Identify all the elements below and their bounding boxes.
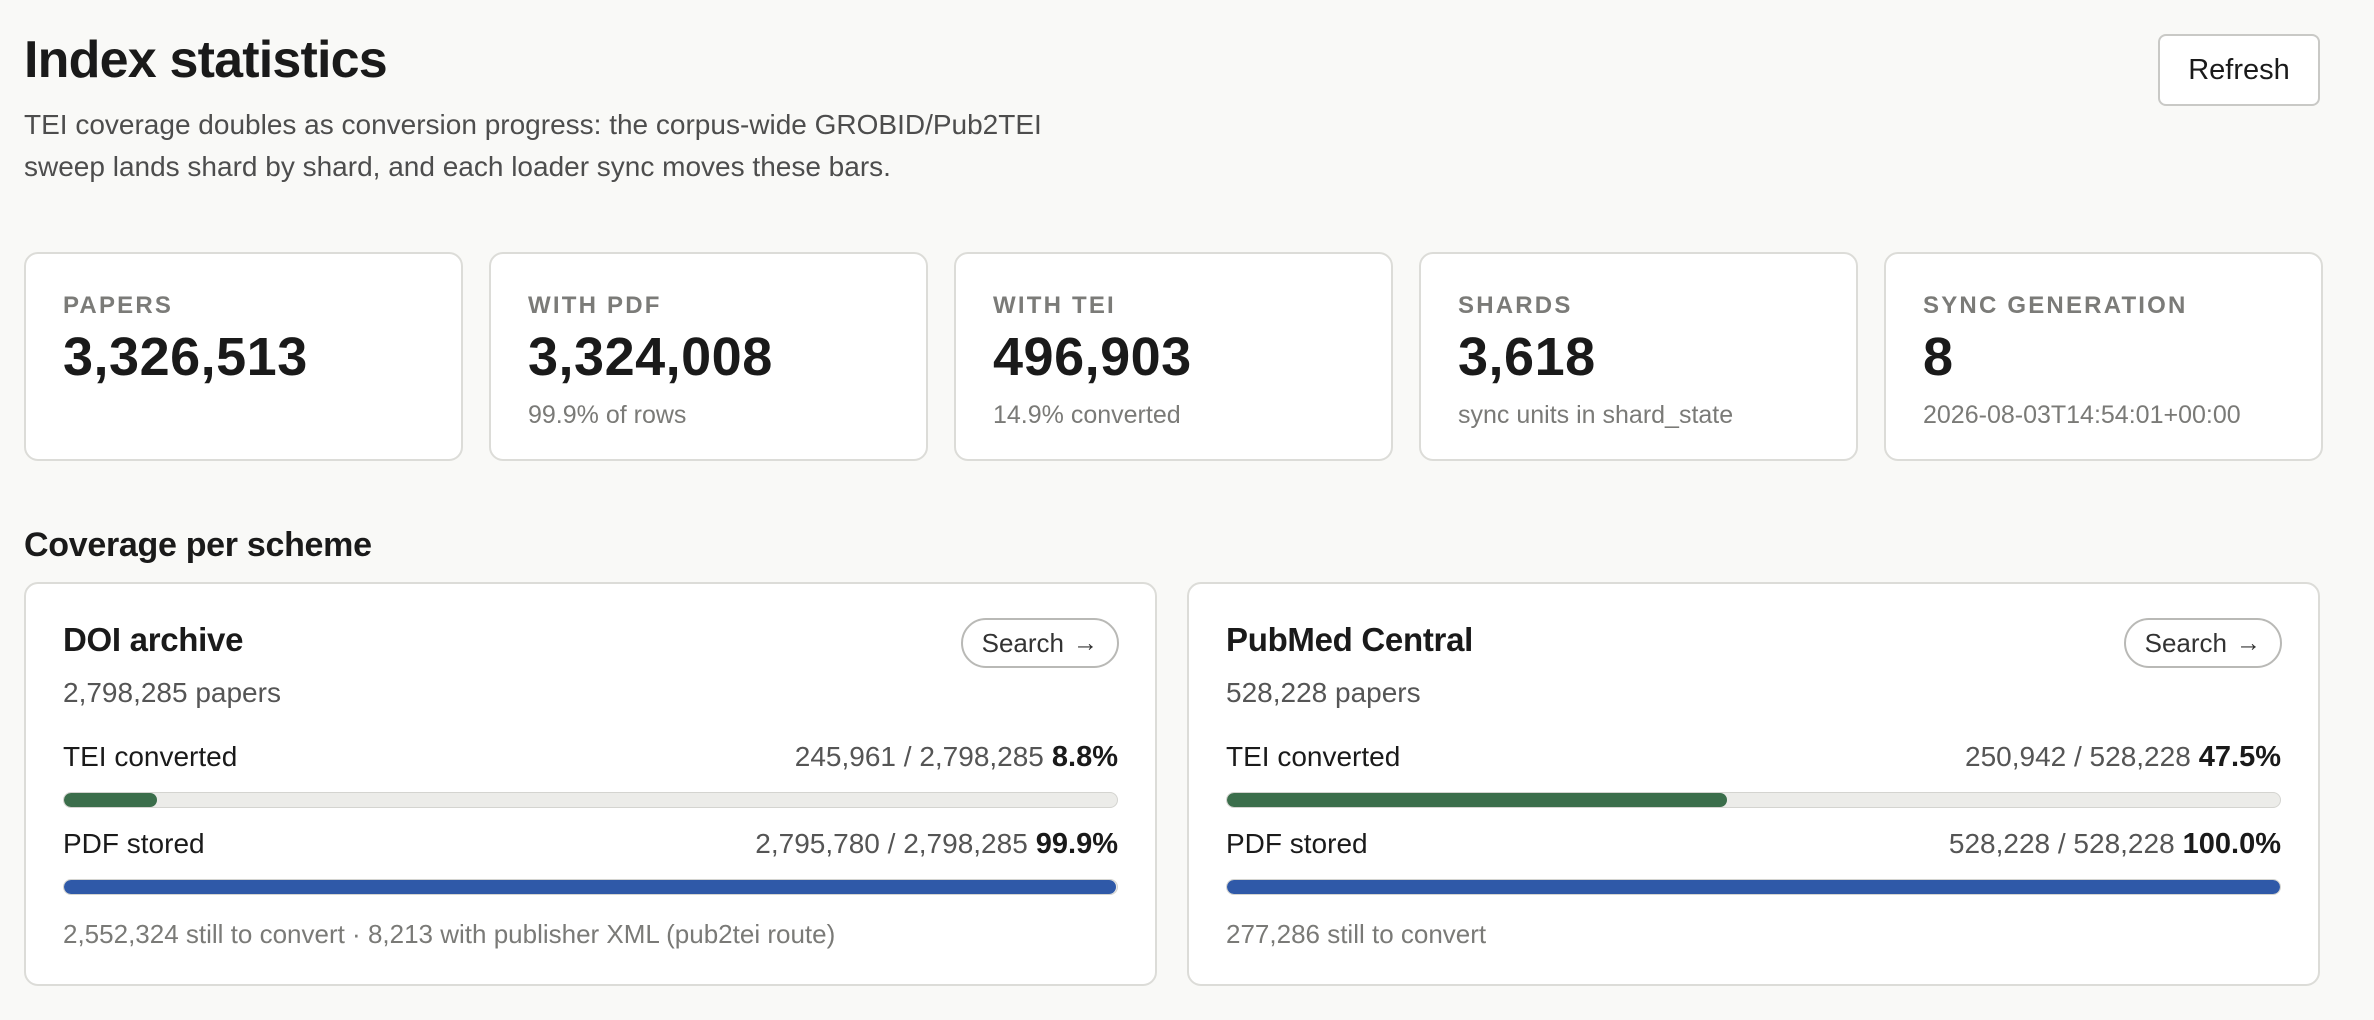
stat-label: SHARDS xyxy=(1458,292,1573,319)
metric-percent: 100.0% xyxy=(2182,828,2281,860)
page-title: Index statistics xyxy=(24,31,388,89)
scheme-paper-count: 528,228 papers xyxy=(1226,677,1421,708)
stat-value: 3,326,513 xyxy=(63,327,308,387)
stat-label: SYNC GENERATION xyxy=(1923,292,2188,319)
scheme-name: DOI archive xyxy=(63,621,244,658)
stat-value: 8 xyxy=(1923,327,1954,387)
metric-ratio: 2,795,780 / 2,798,285 xyxy=(755,828,1028,859)
search-button-label: Search xyxy=(2144,627,2227,658)
pdf-metric: PDF stored 528,228 / 528,228 100.0% xyxy=(1226,828,2281,895)
stat-card-with-pdf: WITH PDF 3,324,008 99.9% of rows xyxy=(489,252,928,461)
stat-subtext: sync units in shard_state xyxy=(1458,401,1734,429)
stat-label: WITH PDF xyxy=(528,292,662,319)
tei-progress-fill xyxy=(1227,793,1728,807)
arrow-right-icon: → xyxy=(2236,628,2261,657)
scheme-paper-count: 2,798,285 papers xyxy=(63,677,281,708)
scheme-name: PubMed Central xyxy=(1226,621,1473,658)
metric-percent: 47.5% xyxy=(2198,741,2281,773)
tei-metric: TEI converted 250,942 / 528,228 47.5% xyxy=(1226,741,2281,808)
metric-label: TEI converted xyxy=(1226,741,1401,772)
metric-ratio: 245,961 / 2,798,285 xyxy=(794,741,1044,772)
progress-bar-track xyxy=(63,792,1118,808)
stat-card-with-tei: WITH TEI 496,903 14.9% converted xyxy=(954,252,1393,461)
stat-subtext: 99.9% of rows xyxy=(528,401,687,429)
progress-bar-track xyxy=(1226,879,2281,895)
search-button-label: Search xyxy=(981,627,1064,658)
scheme-card-pubmed-central: PubMed Central Search → 528,228 papers T… xyxy=(1187,582,2320,986)
page-header: Index statistics TEI coverage doubles as… xyxy=(24,0,2350,230)
pdf-metric: PDF stored 2,795,780 / 2,798,285 99.9% xyxy=(63,828,1118,895)
pdf-progress-fill xyxy=(1227,880,2280,894)
scheme-cards: DOI archive Search → 2,798,285 papers TE… xyxy=(24,582,2320,986)
arrow-right-icon: → xyxy=(1073,628,1098,657)
metric-ratio: 250,942 / 528,228 xyxy=(1965,741,2191,772)
metric-label: PDF stored xyxy=(1226,828,1368,859)
pdf-progress-fill xyxy=(64,880,1116,894)
progress-bar-track xyxy=(1226,792,2281,808)
metric-values: 528,228 / 528,228 100.0% xyxy=(1949,828,2281,861)
stat-cards: PAPERS 3,326,513 WITH PDF 3,324,008 99.9… xyxy=(24,252,2323,461)
metric-percent: 8.8% xyxy=(1051,741,1118,773)
scheme-note: 277,286 still to convert xyxy=(1226,919,1487,949)
progress-bar-track xyxy=(63,879,1118,895)
metric-label: TEI converted xyxy=(63,741,238,772)
tei-progress-fill xyxy=(64,793,157,807)
stat-subtext: 14.9% converted xyxy=(993,401,1181,429)
stat-card-sync-generation: SYNC GENERATION 8 2026-08-03T14:54:01+00… xyxy=(1884,252,2323,461)
metric-ratio: 528,228 / 528,228 xyxy=(1948,828,2175,859)
scheme-note: 2,552,324 still to convert · 8,213 with … xyxy=(63,919,836,949)
scheme-card-doi-archive: DOI archive Search → 2,798,285 papers TE… xyxy=(24,582,1157,986)
metric-values: 2,795,780 / 2,798,285 99.9% xyxy=(755,828,1118,861)
tei-metric: TEI converted 245,961 / 2,798,285 8.8% xyxy=(63,741,1118,808)
metric-percent: 99.9% xyxy=(1035,828,1118,860)
stat-value: 3,324,008 xyxy=(528,327,773,387)
stat-label: PAPERS xyxy=(63,292,174,319)
metric-values: 245,961 / 2,798,285 8.8% xyxy=(795,741,1118,774)
search-button[interactable]: Search → xyxy=(2123,618,2282,668)
section-title: Coverage per scheme xyxy=(24,526,372,564)
stat-card-shards: SHARDS 3,618 sync units in shard_state xyxy=(1419,252,1858,461)
metric-values: 250,942 / 528,228 47.5% xyxy=(1965,741,2281,774)
metric-label: PDF stored xyxy=(63,828,205,859)
refresh-button[interactable]: Refresh xyxy=(2158,34,2320,106)
stat-value: 3,618 xyxy=(1458,327,1596,387)
stat-value: 496,903 xyxy=(993,327,1192,387)
search-button[interactable]: Search → xyxy=(960,618,1119,668)
stat-subtext: 2026-08-03T14:54:01+00:00 xyxy=(1923,401,2241,429)
stat-label: WITH TEI xyxy=(993,292,1116,319)
stat-card-papers: PAPERS 3,326,513 xyxy=(24,252,463,461)
page-subtitle: TEI coverage doubles as conversion progr… xyxy=(24,109,1042,182)
